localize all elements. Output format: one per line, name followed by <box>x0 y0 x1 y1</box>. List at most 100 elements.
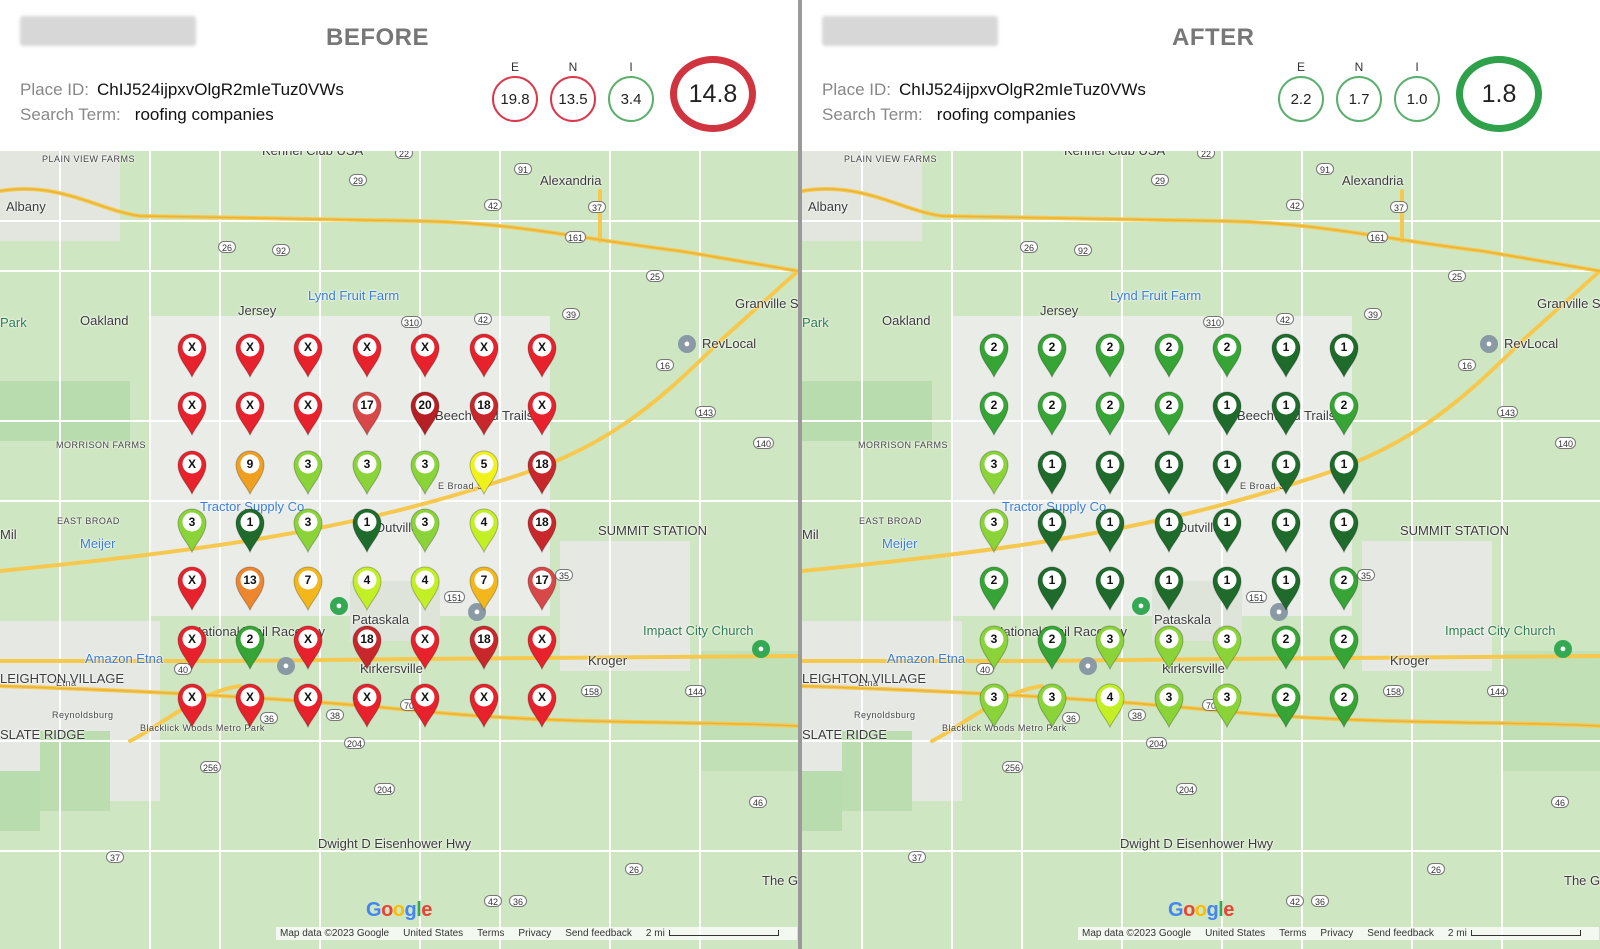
rank-pin[interactable]: 3 <box>409 449 441 495</box>
footer-link[interactable]: 2 mi <box>1447 928 1467 939</box>
rank-pin[interactable]: 1 <box>1270 507 1302 553</box>
rank-pin[interactable]: 17 <box>351 390 383 436</box>
rank-pin[interactable]: X <box>409 624 441 670</box>
rank-pin[interactable]: 4 <box>409 565 441 611</box>
rank-pin[interactable]: 1 <box>1328 507 1360 553</box>
footer-link[interactable]: United States <box>403 928 464 939</box>
rank-pin[interactable]: 2 <box>1036 624 1068 670</box>
rank-pin[interactable]: 7 <box>292 565 324 611</box>
rank-pin[interactable]: X <box>234 682 266 728</box>
footer-link[interactable]: United States <box>1205 928 1266 939</box>
rank-pin[interactable]: 9 <box>234 449 266 495</box>
place-marker-icon[interactable]: ● <box>1132 597 1150 615</box>
footer-link[interactable]: Privacy <box>1320 928 1354 939</box>
rank-pin[interactable]: X <box>292 682 324 728</box>
rank-pin[interactable]: 3 <box>409 507 441 553</box>
footer-link[interactable]: Privacy <box>518 928 552 939</box>
rank-pin[interactable]: 1 <box>1328 332 1360 378</box>
place-marker-icon[interactable]: ● <box>277 657 295 675</box>
rank-pin[interactable]: 3 <box>978 507 1010 553</box>
rank-pin[interactable]: 20 <box>409 390 441 436</box>
place-marker-icon[interactable]: ● <box>1554 640 1572 658</box>
rank-pin[interactable]: 1 <box>1036 565 1068 611</box>
rank-pin[interactable]: 2 <box>1328 624 1360 670</box>
footer-link[interactable]: Send feedback <box>1367 928 1434 939</box>
rank-pin[interactable]: X <box>176 390 208 436</box>
rank-pin[interactable]: 2 <box>1153 332 1185 378</box>
rank-pin[interactable]: X <box>292 624 324 670</box>
rank-pin[interactable]: 1 <box>1153 507 1185 553</box>
rank-pin[interactable]: X <box>351 682 383 728</box>
rank-pin[interactable]: 1 <box>1036 449 1068 495</box>
rank-pin[interactable]: X <box>409 682 441 728</box>
rank-pin[interactable]: X <box>176 565 208 611</box>
rank-pin[interactable]: 2 <box>1036 332 1068 378</box>
footer-link[interactable]: Send feedback <box>565 928 632 939</box>
rank-pin[interactable]: X <box>351 332 383 378</box>
rank-pin[interactable]: 1 <box>1328 449 1360 495</box>
rank-pin[interactable]: 5 <box>468 449 500 495</box>
rank-pin[interactable]: 3 <box>978 682 1010 728</box>
rank-pin[interactable]: 3 <box>978 624 1010 670</box>
map-area[interactable]: Kennel Club USA PLAIN VIEW FARMS Albany Ale… <box>802 151 1600 949</box>
rank-pin[interactable]: 2 <box>1094 332 1126 378</box>
rank-pin[interactable]: 3 <box>978 449 1010 495</box>
rank-pin[interactable]: 1 <box>1094 507 1126 553</box>
rank-pin[interactable]: 2 <box>234 624 266 670</box>
rank-pin[interactable]: 1 <box>1270 565 1302 611</box>
rank-pin[interactable]: 2 <box>1094 390 1126 436</box>
rank-pin[interactable]: X <box>292 332 324 378</box>
rank-pin[interactable]: 1 <box>1270 332 1302 378</box>
rank-pin[interactable]: X <box>409 332 441 378</box>
rank-pin[interactable]: X <box>292 390 324 436</box>
rank-pin[interactable]: 2 <box>978 565 1010 611</box>
rank-pin[interactable]: 3 <box>292 507 324 553</box>
rank-pin[interactable]: 2 <box>1270 682 1302 728</box>
place-marker-icon[interactable]: ● <box>468 603 486 621</box>
rank-pin[interactable]: 1 <box>1211 507 1243 553</box>
rank-pin[interactable]: X <box>526 682 558 728</box>
rank-pin[interactable]: X <box>526 624 558 670</box>
rank-pin[interactable]: 3 <box>1211 682 1243 728</box>
rank-pin[interactable]: 3 <box>351 449 383 495</box>
rank-pin[interactable]: 1 <box>351 507 383 553</box>
rank-pin[interactable]: X <box>176 332 208 378</box>
rank-pin[interactable]: 1 <box>1270 390 1302 436</box>
rank-pin[interactable]: X <box>176 449 208 495</box>
place-marker-icon[interactable]: ● <box>1270 603 1288 621</box>
rank-pin[interactable]: 18 <box>468 390 500 436</box>
rank-pin[interactable]: 18 <box>468 624 500 670</box>
rank-pin[interactable]: 3 <box>1211 624 1243 670</box>
map-area[interactable]: Kennel Club USA PLAIN VIEW FARMS Albany Ale… <box>0 151 798 949</box>
rank-pin[interactable]: 3 <box>1036 682 1068 728</box>
rank-pin[interactable]: 3 <box>1153 624 1185 670</box>
footer-link[interactable]: Terms <box>1279 928 1307 939</box>
rank-pin[interactable]: 1 <box>1153 449 1185 495</box>
footer-link[interactable]: Terms <box>477 928 505 939</box>
rank-pin[interactable]: 1 <box>1094 565 1126 611</box>
rank-pin[interactable]: 2 <box>978 332 1010 378</box>
rank-pin[interactable]: X <box>176 624 208 670</box>
rank-pin[interactable]: 1 <box>1270 449 1302 495</box>
rank-pin[interactable]: 3 <box>292 449 324 495</box>
rank-pin[interactable]: 2 <box>1270 624 1302 670</box>
rank-pin[interactable]: 1 <box>1036 507 1068 553</box>
rank-pin[interactable]: 2 <box>1153 390 1185 436</box>
rank-pin[interactable]: X <box>526 332 558 378</box>
rank-pin[interactable]: 13 <box>234 565 266 611</box>
rank-pin[interactable]: 1 <box>1211 390 1243 436</box>
rank-pin[interactable]: X <box>526 390 558 436</box>
rank-pin[interactable]: 18 <box>526 449 558 495</box>
rank-pin[interactable]: 4 <box>351 565 383 611</box>
footer-link[interactable]: 2 mi <box>645 928 665 939</box>
rank-pin[interactable]: 4 <box>468 507 500 553</box>
rank-pin[interactable]: 17 <box>526 565 558 611</box>
rank-pin[interactable]: 1 <box>1211 565 1243 611</box>
rank-pin[interactable]: 2 <box>1328 565 1360 611</box>
rank-pin[interactable]: 1 <box>1211 449 1243 495</box>
rank-pin[interactable]: X <box>234 332 266 378</box>
rank-pin[interactable]: 2 <box>1328 682 1360 728</box>
rank-pin[interactable]: 2 <box>1211 332 1243 378</box>
rank-pin[interactable]: 3 <box>1094 624 1126 670</box>
rank-pin[interactable]: 2 <box>1036 390 1068 436</box>
